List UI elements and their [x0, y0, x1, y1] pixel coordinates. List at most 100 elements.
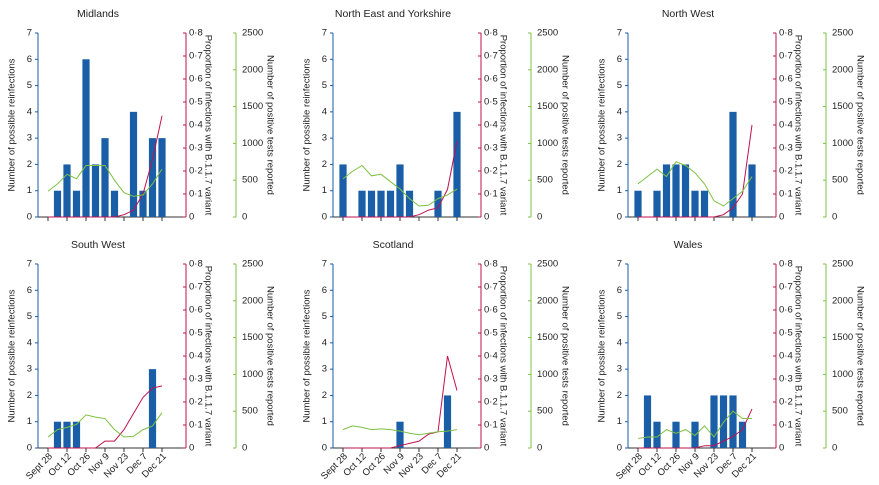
y3-tick-label: 1500 [832, 332, 853, 343]
y2-tick-label: 0·2 [484, 166, 498, 177]
y-axis-label: Number of possible reinfections [302, 58, 313, 191]
bar [634, 190, 642, 217]
y-tick-label: 5 [617, 311, 622, 322]
y-tick-label: 7 [27, 259, 32, 270]
y-tick-label: 7 [322, 259, 327, 270]
y-tick-label: 3 [617, 133, 622, 144]
y-tick-label: 3 [322, 133, 327, 144]
y2-tick-label: 0·7 [189, 282, 203, 293]
y-axis-label: Number of possible reinfections [7, 58, 18, 191]
y2-tick-label: 0·7 [779, 282, 793, 293]
y2-tick-label: 0·2 [484, 397, 498, 408]
y2-tick-label: 0 [189, 443, 194, 454]
y-tick-label: 1 [27, 416, 32, 427]
y2-tick-label: 0·5 [484, 328, 498, 339]
bar [710, 395, 718, 448]
y-tick-label: 7 [322, 28, 327, 39]
y-tick-label: 1 [322, 416, 327, 427]
y-tick-label: 2 [617, 390, 622, 401]
bar [729, 395, 737, 448]
y-tick-label: 0 [322, 443, 327, 454]
bar [405, 190, 414, 217]
bar [72, 421, 81, 448]
y2-axis-label: Proportion of infections with B.1.1.7 va… [497, 35, 508, 216]
bar [358, 190, 366, 217]
bar [158, 138, 166, 217]
y-tick-label: 3 [27, 364, 32, 375]
y-tick-label: 3 [27, 133, 32, 144]
bar [672, 164, 680, 217]
y2-tick-label: 0·3 [779, 143, 793, 154]
y3-tick-label: 500 [832, 175, 848, 186]
bar [653, 190, 661, 217]
y2-tick-label: 0·1 [484, 420, 498, 431]
bar [110, 190, 119, 217]
y-tick-label: 4 [322, 106, 327, 117]
y3-tick-label: 1500 [242, 332, 263, 343]
y3-tick-label: 2000 [537, 295, 558, 306]
y-tick-label: 7 [27, 28, 32, 39]
y-tick-label: 6 [27, 54, 32, 65]
y2-tick-label: 0·2 [189, 397, 203, 408]
y2-tick-label: 0·2 [779, 166, 793, 177]
panel-title: North East and Yorkshire [335, 8, 451, 20]
bar [63, 421, 71, 448]
y3-tick-label: 500 [537, 175, 553, 186]
y-tick-label: 6 [617, 54, 622, 65]
y3-tick-label: 1000 [832, 369, 853, 380]
line-series [47, 164, 163, 197]
y-tick-label: 2 [322, 390, 327, 401]
y3-tick-label: 2500 [242, 28, 263, 39]
bar [339, 164, 347, 217]
y2-tick-label: 0·5 [779, 97, 793, 108]
y2-tick-label: 0·4 [189, 351, 203, 362]
line-series [48, 385, 163, 449]
y-tick-label: 0 [27, 443, 32, 454]
y2-tick-label: 0·2 [189, 166, 203, 177]
y-tick-label: 2 [617, 159, 622, 170]
y-tick-label: 5 [322, 311, 327, 322]
y-axis-label: Number of possible reinfections [597, 58, 608, 191]
y-tick-label: 1 [27, 185, 32, 196]
bar [681, 164, 690, 217]
y2-tick-label: 0·6 [779, 74, 793, 85]
y3-tick-label: 0 [832, 443, 837, 454]
bar [453, 111, 461, 217]
line-series [47, 412, 163, 438]
y3-tick-label: 0 [242, 212, 247, 223]
y2-tick-label: 0·1 [189, 420, 203, 431]
y2-tick-label: 0·4 [779, 351, 793, 362]
y-tick-label: 4 [617, 337, 622, 348]
panel: Midlands 0 1 2 3 4 5 6 7 0 0·1 0·2 0·3 0·4 0·5 0·6 0·7 0·… [7, 8, 276, 223]
bar [139, 190, 147, 217]
y2-tick-label: 0·7 [484, 51, 498, 62]
y2-tick-label: 0·1 [189, 189, 203, 200]
line-series [637, 161, 753, 207]
y2-axis-label: Proportion of infections with B.1.1.7 va… [202, 35, 213, 216]
bar [748, 164, 756, 217]
y3-tick-label: 2500 [832, 259, 853, 270]
bar [643, 395, 652, 448]
y-tick-label: 2 [322, 159, 327, 170]
y3-axis-label: Number of positive tests reported [264, 286, 275, 426]
y3-tick-label: 500 [832, 406, 848, 417]
bar [386, 190, 395, 217]
line-series [342, 164, 458, 207]
bar [63, 164, 71, 217]
bar [82, 59, 90, 218]
y2-tick-label: 0·8 [484, 28, 498, 39]
bar [700, 190, 709, 217]
y-tick-label: 0 [617, 212, 622, 223]
bar [662, 164, 671, 217]
y-tick-label: 6 [322, 54, 327, 65]
panel: Wales 0 1 2 3 4 5 6 7 0 0·1 0·2 0·3 0·4 0·5 0·6 0·7 0·8 0 5… [597, 239, 866, 482]
y2-tick-label: 0·4 [484, 351, 498, 362]
y3-tick-label: 2000 [242, 295, 263, 306]
y-tick-label: 5 [617, 80, 622, 91]
line-series [342, 425, 458, 436]
bar [72, 190, 81, 217]
y2-tick-label: 0 [189, 212, 194, 223]
y2-tick-label: 0·7 [189, 51, 203, 62]
y3-tick-label: 1000 [832, 138, 853, 149]
